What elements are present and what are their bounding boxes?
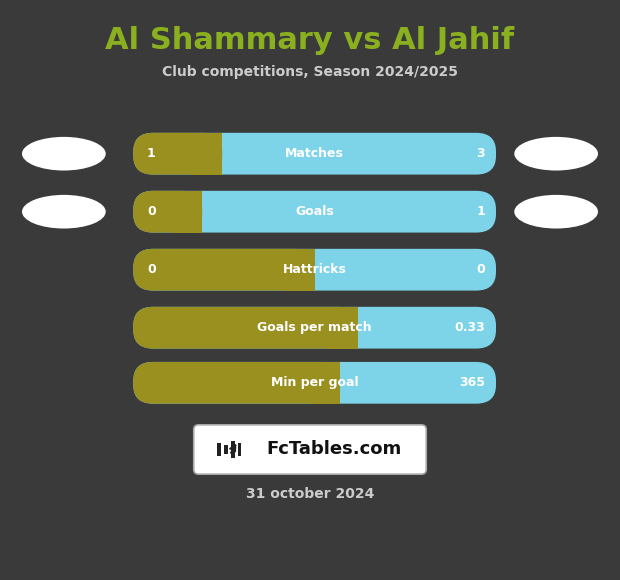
FancyBboxPatch shape bbox=[133, 191, 496, 233]
FancyBboxPatch shape bbox=[133, 133, 222, 175]
FancyBboxPatch shape bbox=[133, 249, 314, 291]
Text: 3: 3 bbox=[476, 147, 485, 160]
Bar bbox=[237, 443, 241, 456]
Text: 365: 365 bbox=[459, 376, 485, 389]
FancyBboxPatch shape bbox=[133, 362, 496, 404]
Bar bbox=[329, 307, 358, 349]
Bar bbox=[231, 441, 234, 458]
Ellipse shape bbox=[514, 137, 598, 171]
Text: Goals per match: Goals per match bbox=[257, 321, 372, 334]
Bar bbox=[172, 191, 202, 233]
Text: Matches: Matches bbox=[285, 147, 344, 160]
FancyBboxPatch shape bbox=[133, 249, 496, 291]
Text: 31 october 2024: 31 october 2024 bbox=[246, 487, 374, 501]
Bar bbox=[285, 249, 314, 291]
Ellipse shape bbox=[514, 195, 598, 229]
Text: Hattricks: Hattricks bbox=[283, 263, 347, 276]
FancyBboxPatch shape bbox=[133, 307, 358, 349]
Text: Al Shammary vs Al Jahif: Al Shammary vs Al Jahif bbox=[105, 26, 515, 55]
Text: 0.33: 0.33 bbox=[454, 321, 485, 334]
Text: 1: 1 bbox=[476, 205, 485, 218]
Text: FcTables.com: FcTables.com bbox=[266, 440, 401, 459]
Text: Goals: Goals bbox=[295, 205, 334, 218]
Bar bbox=[217, 443, 221, 456]
Bar bbox=[192, 133, 222, 175]
Text: 0: 0 bbox=[147, 205, 156, 218]
FancyBboxPatch shape bbox=[133, 307, 496, 349]
Text: 0: 0 bbox=[476, 263, 485, 276]
Text: Min per goal: Min per goal bbox=[271, 376, 358, 389]
FancyBboxPatch shape bbox=[133, 191, 202, 233]
Text: 1: 1 bbox=[147, 147, 156, 160]
Bar bbox=[224, 445, 228, 454]
Text: Club competitions, Season 2024/2025: Club competitions, Season 2024/2025 bbox=[162, 65, 458, 79]
Bar bbox=[310, 362, 340, 404]
Text: 0: 0 bbox=[147, 263, 156, 276]
FancyBboxPatch shape bbox=[133, 133, 496, 175]
Ellipse shape bbox=[22, 137, 105, 171]
FancyBboxPatch shape bbox=[193, 425, 427, 474]
FancyBboxPatch shape bbox=[133, 362, 340, 404]
Ellipse shape bbox=[22, 195, 105, 229]
